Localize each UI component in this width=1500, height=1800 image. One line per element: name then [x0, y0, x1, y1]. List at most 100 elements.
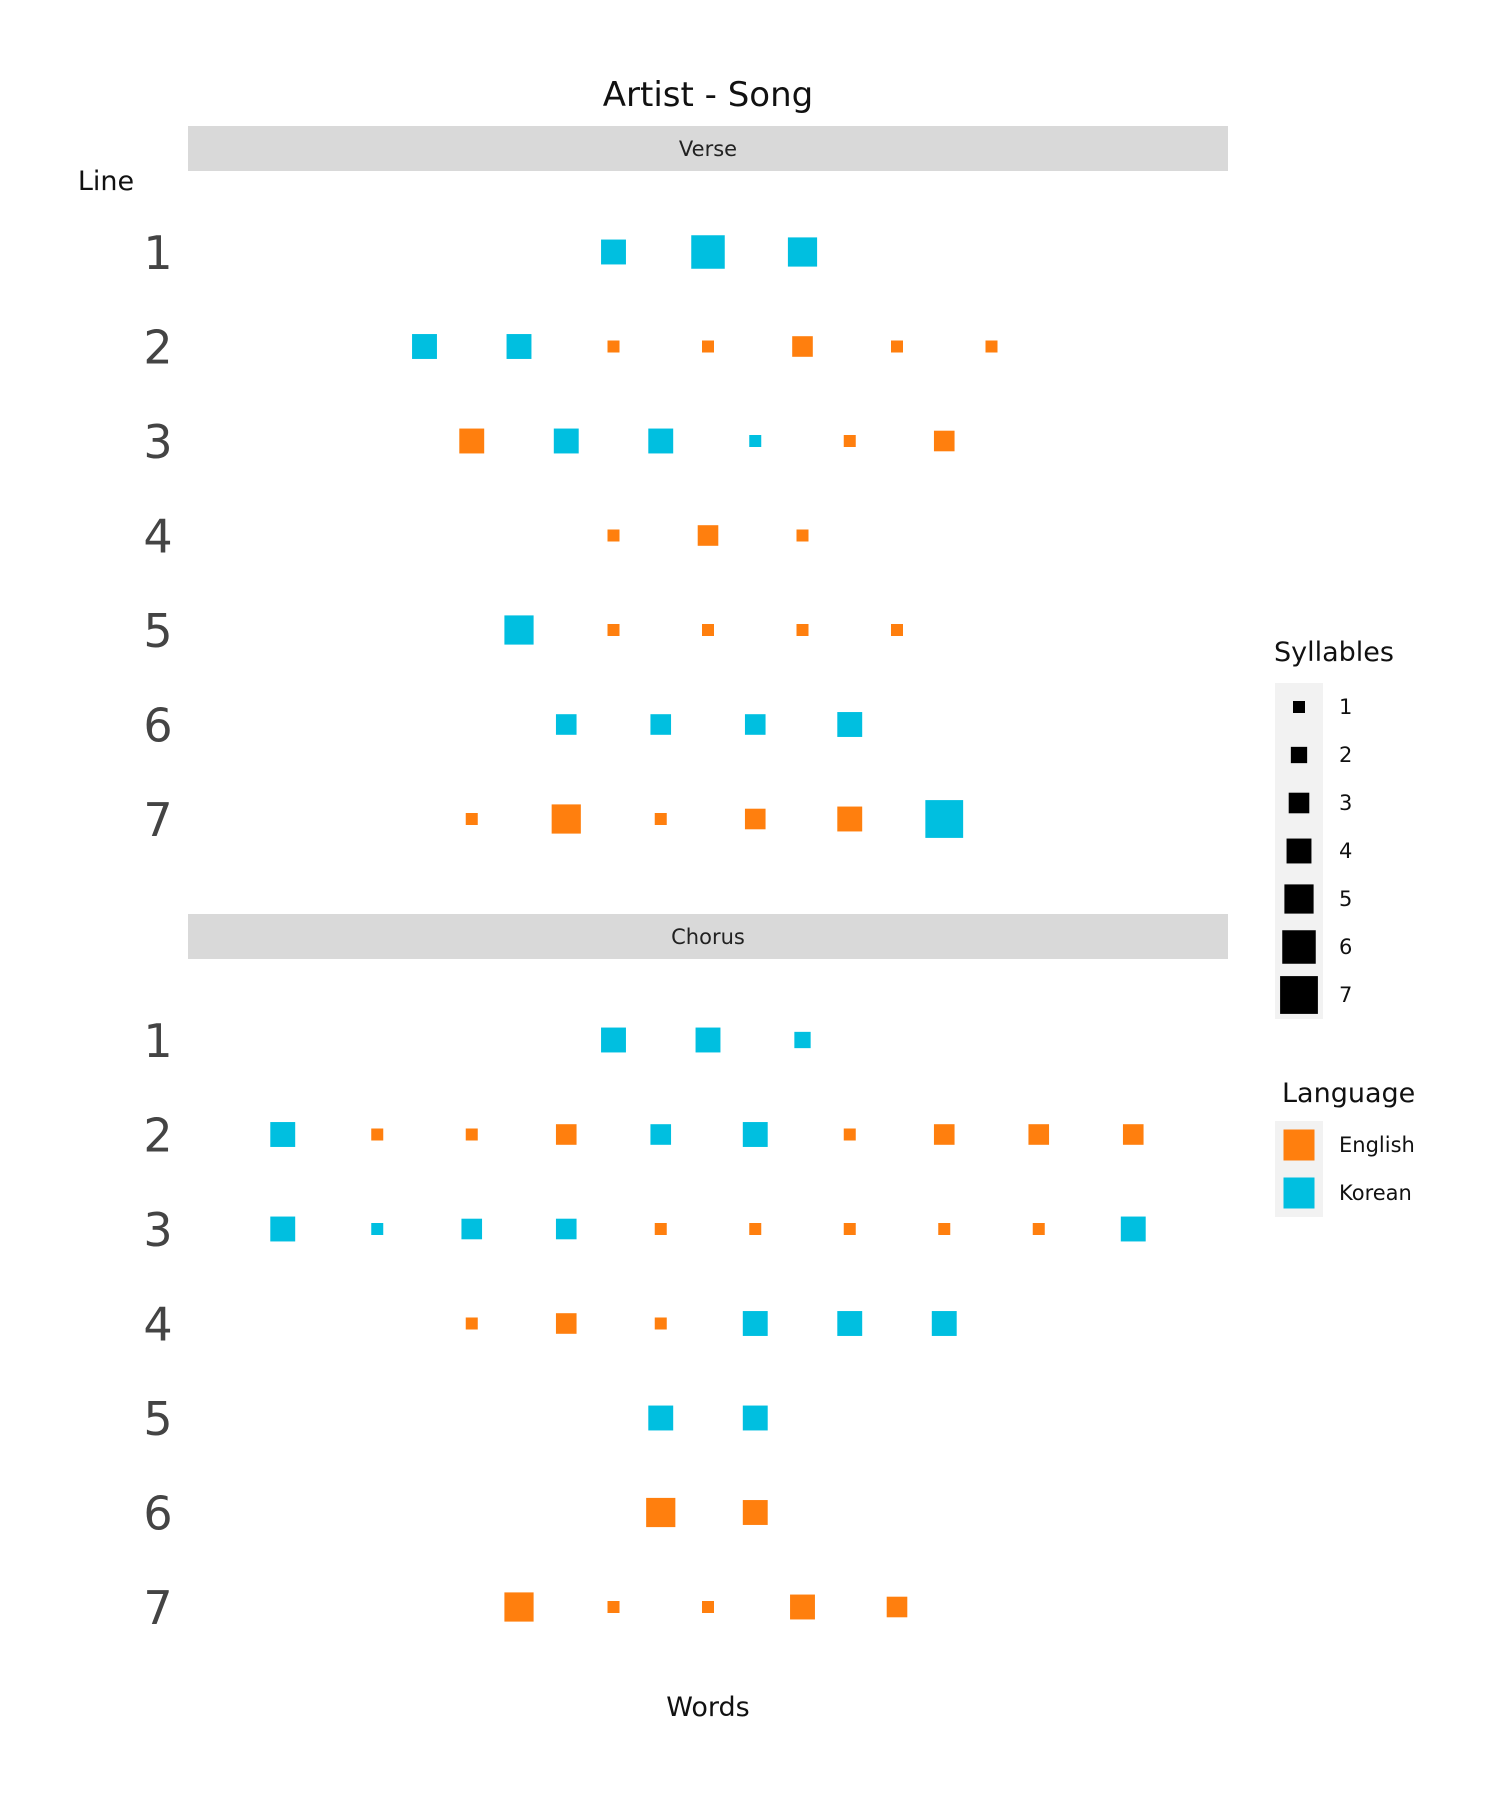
word-point [465, 1317, 478, 1330]
word-point [270, 1216, 296, 1242]
word-point [1120, 1216, 1146, 1242]
language-legend-key [1283, 1129, 1315, 1161]
word-point [504, 1592, 534, 1622]
word-point [796, 529, 809, 542]
y-tick-label: 2 [143, 321, 172, 375]
y-tick-label: 6 [143, 1487, 172, 1541]
syllables-legend-label: 1 [1339, 695, 1352, 719]
word-point [933, 1124, 955, 1145]
word-point [695, 1027, 721, 1053]
syllables-legend-label: 6 [1339, 935, 1352, 959]
word-point [843, 1128, 856, 1141]
word-point [749, 435, 762, 447]
word-point [654, 1223, 667, 1235]
word-point [648, 1405, 674, 1431]
y-tick-label: 1 [143, 226, 172, 280]
word-point [697, 525, 719, 546]
word-point [654, 813, 667, 825]
syllables-legend-title: Syllables [1274, 637, 1394, 668]
facet-verse: Verse 1 2 3 4 5 6 7 [143, 126, 1228, 847]
syllables-legend-label: 7 [1339, 983, 1352, 1007]
word-point [843, 1223, 856, 1235]
word-point [886, 1596, 908, 1618]
word-point [412, 334, 437, 359]
word-point [744, 808, 766, 830]
word-point [555, 1313, 577, 1334]
word-point [837, 1311, 863, 1336]
facet-strip-label: Chorus [671, 925, 745, 949]
syllables-legend-key [1286, 838, 1312, 864]
word-point [465, 1128, 478, 1141]
facet-chorus: Chorus 1 2 3 4 5 6 7 [143, 914, 1228, 1635]
word-point [648, 428, 674, 454]
word-point [459, 428, 485, 454]
word-point [749, 1223, 762, 1235]
language-legend-label: Korean [1339, 1181, 1412, 1205]
word-point [702, 624, 714, 636]
word-point [555, 1218, 577, 1240]
word-point [650, 714, 672, 735]
syllables-legend-label: 3 [1339, 791, 1352, 815]
syllables-legend-key [1290, 746, 1308, 764]
word-point [1028, 1124, 1050, 1145]
y-tick-label: 6 [143, 699, 172, 753]
word-point [837, 806, 863, 832]
word-point [607, 624, 620, 636]
word-point [601, 1027, 626, 1053]
y-tick-label: 3 [143, 1203, 172, 1257]
word-point [931, 1311, 957, 1336]
word-point [553, 428, 579, 454]
language-legend-title: Language [1282, 1078, 1415, 1109]
word-point [506, 334, 532, 359]
word-point [843, 435, 856, 447]
word-point [650, 1124, 672, 1145]
y-tick-label: 7 [143, 1581, 172, 1635]
x-axis-title: Words [666, 1692, 749, 1723]
word-point [742, 1500, 768, 1525]
word-point [891, 340, 903, 353]
y-tick-label: 5 [143, 604, 172, 658]
facet-strip [188, 126, 1228, 171]
syllables-legend-label: 5 [1339, 887, 1352, 911]
syllables-legend-key [1288, 792, 1310, 814]
word-point [742, 1405, 768, 1431]
word-point [601, 239, 626, 265]
syllables-legend-label: 4 [1339, 839, 1352, 863]
y-tick-label: 4 [143, 510, 172, 564]
word-point [371, 1223, 384, 1235]
word-point [891, 624, 903, 636]
word-point [1122, 1124, 1144, 1145]
word-point [938, 1223, 951, 1235]
word-point [837, 712, 863, 737]
word-point [792, 336, 813, 357]
word-point [702, 1601, 714, 1613]
word-point [691, 235, 725, 269]
y-axis-title: Line [78, 166, 134, 197]
facet-panels: Verse 1 2 3 4 5 6 7 Chorus 1 2 3 4 5 6 7 [143, 126, 1228, 1635]
word-point [654, 1317, 667, 1330]
word-point [742, 1311, 768, 1336]
word-point [461, 1218, 483, 1240]
syllables-legend-key [1284, 884, 1314, 914]
syllables-legend-key [1293, 701, 1305, 713]
syllables-legend: Syllables 1 2 3 4 5 6 7 [1274, 637, 1394, 1019]
chart-title: Artist - Song [603, 75, 813, 115]
syllables-legend-key [1282, 930, 1316, 964]
y-tick-label: 3 [143, 415, 172, 469]
syllables-legend-key [1280, 976, 1318, 1014]
language-legend: Language English Korean [1275, 1078, 1415, 1217]
word-point [555, 714, 577, 735]
word-point [607, 529, 620, 542]
word-point [790, 1594, 815, 1620]
word-point [925, 800, 964, 838]
word-point [1032, 1223, 1045, 1235]
word-point [607, 340, 620, 353]
y-tick-label: 4 [143, 1298, 172, 1352]
word-point [794, 1031, 811, 1049]
facet-strip [188, 914, 1228, 959]
word-point [465, 813, 478, 825]
word-point [742, 1122, 768, 1147]
word-point [646, 1497, 676, 1528]
word-point [371, 1128, 384, 1141]
